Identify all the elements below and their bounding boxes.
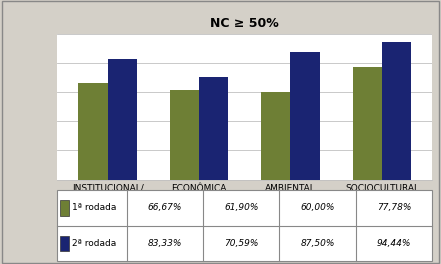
Text: 94,44%: 94,44% — [377, 239, 411, 248]
Bar — [78, 83, 108, 180]
Bar — [353, 67, 382, 180]
Text: 60,00%: 60,00% — [300, 203, 335, 213]
Bar — [199, 77, 228, 180]
Text: 70,59%: 70,59% — [224, 239, 258, 248]
Bar — [291, 53, 320, 180]
Text: 2ª rodada: 2ª rodada — [72, 239, 116, 248]
Text: 83,33%: 83,33% — [148, 239, 182, 248]
Title: NC ≥ 50%: NC ≥ 50% — [210, 17, 279, 30]
Text: 66,67%: 66,67% — [148, 203, 182, 213]
Bar — [170, 90, 199, 180]
Text: 61,90%: 61,90% — [224, 203, 258, 213]
Text: 1ª rodada: 1ª rodada — [72, 203, 116, 213]
Text: 87,50%: 87,50% — [300, 239, 335, 248]
Bar — [261, 92, 291, 180]
Bar — [108, 59, 137, 180]
Text: 77,78%: 77,78% — [377, 203, 411, 213]
Bar — [382, 43, 411, 180]
